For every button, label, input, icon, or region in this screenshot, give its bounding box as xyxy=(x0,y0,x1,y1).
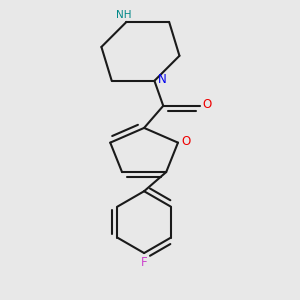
Text: F: F xyxy=(141,256,147,269)
Text: NH: NH xyxy=(116,11,131,20)
Text: O: O xyxy=(202,98,211,111)
Text: O: O xyxy=(182,135,191,148)
Text: N: N xyxy=(158,73,166,86)
